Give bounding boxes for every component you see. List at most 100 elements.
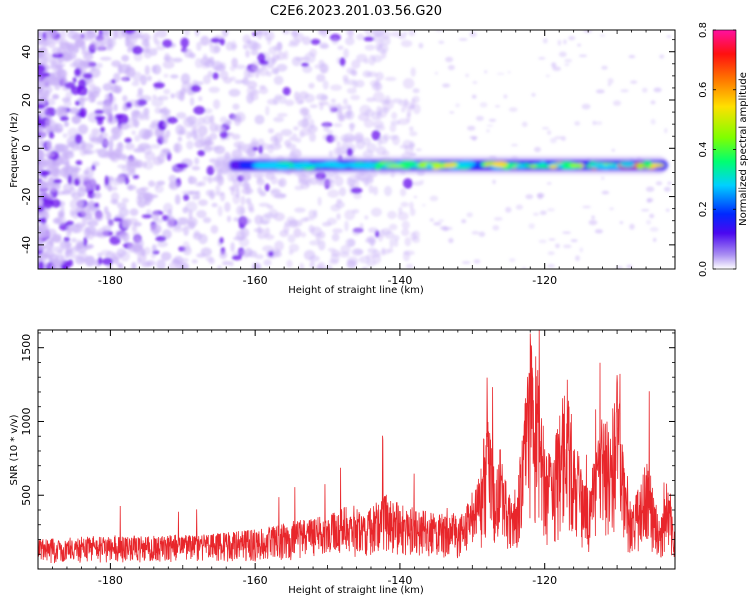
noise-blob	[438, 219, 444, 223]
noise-blob	[299, 132, 305, 138]
spectrogram-xtick-0: -180	[98, 274, 123, 287]
noise-blob	[80, 45, 88, 53]
noise-blob	[52, 217, 61, 224]
noise-blob	[156, 259, 166, 269]
noise-blob	[496, 72, 505, 75]
noise-blob	[630, 80, 638, 84]
noise-blob	[42, 262, 49, 267]
noise-blob	[534, 146, 541, 153]
noise-blob	[259, 85, 266, 90]
noise-blob	[58, 211, 65, 219]
noise-blob	[77, 251, 88, 262]
noise-blob	[274, 250, 282, 258]
noise-blob	[237, 146, 244, 152]
signal-band-hotspot	[570, 162, 579, 168]
noise-blob	[469, 31, 477, 38]
noise-blob	[108, 148, 114, 157]
noise-blob	[376, 110, 383, 121]
noise-blob	[288, 243, 300, 253]
noise-blob	[126, 167, 136, 173]
noise-blob	[205, 255, 213, 262]
noise-blob	[283, 50, 289, 60]
noise-blob	[384, 185, 392, 197]
noise-blob	[236, 205, 246, 216]
noise-blob	[599, 34, 606, 37]
noise-blob	[234, 79, 245, 84]
noise-blob	[300, 232, 307, 238]
noise-blob	[131, 225, 138, 232]
noise-blob	[475, 115, 484, 121]
noise-blob	[88, 132, 97, 143]
noise-blob	[595, 89, 605, 94]
noise-blob	[38, 103, 46, 110]
noise-blob	[231, 57, 238, 68]
noise-blob	[579, 247, 583, 253]
noise-blob	[69, 186, 77, 197]
noise-blob	[157, 180, 166, 186]
noise-blob	[91, 128, 100, 135]
noise-blob	[151, 97, 164, 108]
noise-blob	[363, 118, 374, 128]
noise-blob	[187, 175, 194, 185]
noise-blob	[384, 76, 397, 82]
noise-blob	[322, 80, 329, 90]
snr-xtick-0: -180	[98, 574, 123, 587]
noise-blob	[381, 247, 386, 256]
noise-blob	[200, 247, 212, 257]
noise-blob	[59, 115, 69, 122]
noise-blob	[570, 239, 578, 243]
noise-blob	[545, 74, 550, 78]
noise-blob	[601, 65, 608, 70]
noise-blob	[390, 31, 403, 38]
snr-ytick-1: 1000	[20, 407, 33, 435]
signal-band-hotspot	[259, 163, 266, 169]
noise-blob	[249, 93, 259, 101]
noise-blob	[273, 68, 280, 75]
colorbar-tick-4: 0.8	[698, 22, 709, 38]
noise-blob	[410, 152, 417, 157]
noise-blob	[63, 99, 72, 108]
noise-blob	[200, 56, 211, 66]
noise-blob	[131, 109, 141, 118]
noise-blob	[342, 137, 353, 143]
noise-blob	[366, 143, 377, 153]
noise-blob	[203, 217, 212, 224]
noise-blob	[96, 117, 104, 126]
noise-blob	[271, 58, 277, 64]
noise-blob	[616, 266, 623, 269]
noise-blob	[69, 254, 79, 259]
noise-blob	[288, 136, 294, 142]
noise-blob	[389, 223, 398, 231]
noise-blob	[74, 68, 82, 77]
noise-blob	[162, 148, 171, 153]
noise-blob	[46, 139, 52, 151]
noise-blob	[146, 75, 152, 82]
noise-blob	[330, 84, 342, 91]
noise-blob	[108, 139, 114, 150]
noise-blob	[609, 207, 614, 210]
noise-blob	[176, 163, 189, 169]
noise-blob	[404, 237, 412, 247]
noise-blob	[266, 204, 274, 210]
noise-blob	[267, 128, 275, 134]
noise-blob	[103, 139, 109, 147]
noise-blob	[410, 67, 416, 77]
noise-blob	[357, 113, 370, 122]
noise-blob	[102, 101, 113, 107]
noise-blob	[327, 130, 333, 135]
noise-blob	[393, 239, 399, 247]
noise-blob	[191, 259, 198, 264]
noise-blob	[376, 44, 389, 54]
snr-series-line	[38, 330, 675, 564]
noise-blob	[382, 99, 394, 110]
noise-blob	[347, 238, 355, 247]
noise-blob	[370, 207, 382, 217]
noise-blob	[620, 89, 629, 93]
noise-blob	[377, 138, 382, 147]
noise-blob	[122, 95, 128, 102]
noise-blob	[60, 255, 65, 266]
noise-blob	[408, 105, 415, 109]
noise-blob	[137, 114, 148, 121]
noise-blob	[287, 234, 296, 243]
noise-blob	[83, 236, 88, 247]
